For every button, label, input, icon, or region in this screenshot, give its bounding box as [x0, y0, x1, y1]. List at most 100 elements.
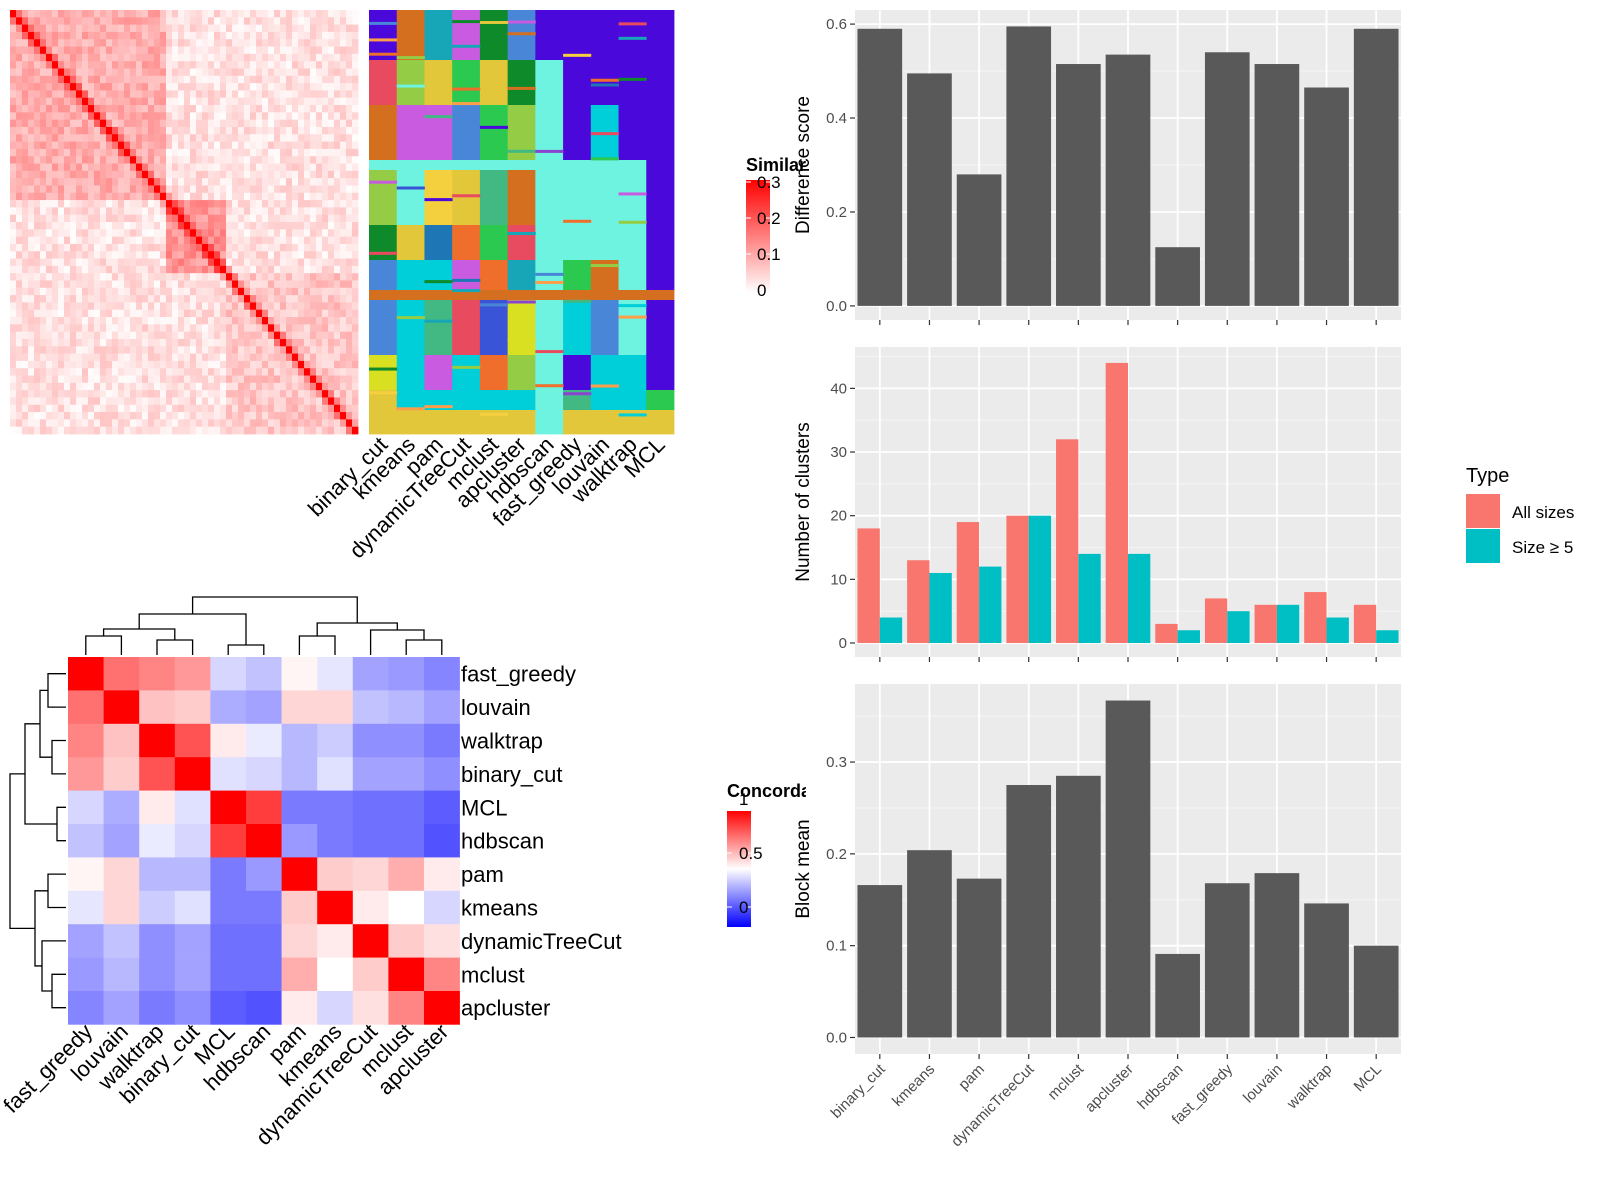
similarity-cell [316, 368, 323, 376]
similarity-cell [124, 24, 131, 33]
similarity-cell [16, 243, 23, 252]
similarity-cell [88, 236, 95, 245]
similarity-cell [310, 200, 317, 208]
similarity-cell [166, 75, 173, 84]
similarity-cell [16, 17, 23, 26]
similarity-cell [46, 324, 53, 333]
similarity-cell [58, 53, 65, 62]
similarity-cell [148, 397, 155, 406]
similarity-cell [292, 178, 299, 186]
similarity-cell [118, 419, 125, 428]
similarity-cell [52, 382, 59, 391]
similarity-cell [238, 31, 245, 40]
cluster-map-cell [479, 105, 509, 161]
similarity-cell [346, 273, 353, 281]
similarity-cell [166, 178, 173, 186]
similarity-cell [112, 24, 119, 33]
similarity-cell [16, 83, 23, 91]
similarity-cell [274, 338, 281, 347]
cluster-map-cell [452, 170, 481, 226]
similarity-cell [322, 119, 329, 128]
similarity-cell [232, 368, 239, 376]
similarity-cell [244, 287, 251, 296]
similarity-cell [100, 39, 107, 47]
similarity-cell [352, 353, 359, 362]
similarity-cell [232, 265, 239, 274]
similarity-cell [94, 134, 101, 142]
similarity-cell [202, 61, 209, 69]
similarity-cell [100, 68, 107, 77]
similarity-cell [106, 287, 113, 296]
similarity-cell [112, 178, 119, 186]
similarity-cell [136, 148, 143, 157]
similarity-cell [124, 126, 131, 135]
similarity-cell [268, 83, 275, 91]
similarity-cell [172, 39, 179, 47]
similarity-cell [28, 390, 35, 398]
similarity-cell [268, 207, 275, 216]
similarity-cell [268, 90, 275, 99]
similarity-cell [100, 141, 107, 150]
similarity-cell [340, 324, 347, 333]
similarity-cell [268, 251, 275, 259]
concordance-cell [103, 657, 140, 691]
similarity-cell [88, 346, 95, 354]
similarity-cell [76, 273, 83, 281]
similarity-cell [268, 156, 275, 164]
similarity-cell [106, 317, 113, 325]
similarity-cell [214, 346, 221, 354]
similarity-cell [244, 39, 251, 47]
similarity-cell [322, 412, 329, 420]
similarity-legend-tick-label: 0.2 [757, 209, 781, 228]
similarity-cell [298, 97, 305, 106]
similarity-cell [298, 265, 305, 274]
similarity-cell [28, 353, 35, 362]
similarity-cell [190, 214, 197, 223]
similarity-cell [184, 119, 191, 128]
similarity-cell [214, 31, 221, 40]
similarity-cell [268, 229, 275, 238]
cluster-map-cell [452, 160, 481, 171]
similarity-cell [316, 75, 323, 84]
similarity-cell [112, 141, 119, 150]
similarity-cell [304, 24, 311, 33]
cluster-map-stripe [507, 300, 536, 304]
similarity-cell [322, 178, 329, 186]
similarity-cell [34, 148, 41, 157]
similarity-cell [160, 75, 167, 84]
similarity-cell [82, 31, 89, 40]
similarity-cell [232, 404, 239, 413]
similarity-cell [322, 141, 329, 150]
similarity-cell [214, 258, 221, 267]
similarity-cell [10, 258, 17, 267]
similarity-cell [136, 53, 143, 62]
similarity-cell [70, 309, 77, 318]
similarity-cell [298, 141, 305, 150]
similarity-cell [172, 31, 179, 40]
similarity-cell [214, 119, 221, 128]
concordance-legend-colorbar [727, 811, 751, 927]
similarity-cell [334, 251, 341, 259]
similarity-cell [328, 222, 335, 230]
similarity-cell [310, 170, 317, 179]
similarity-cell [10, 83, 17, 91]
similarity-cell [208, 251, 215, 259]
similarity-cell [322, 251, 329, 259]
similarity-cell [40, 207, 47, 216]
similarity-cell [58, 185, 65, 194]
similarity-cell [232, 236, 239, 245]
similarity-cell [154, 229, 161, 238]
similarity-cell [70, 207, 77, 216]
similarity-cell [160, 148, 167, 157]
similarity-cell [112, 83, 119, 91]
similarity-cell [40, 382, 47, 391]
similarity-cell [82, 404, 89, 413]
similarity-cell [274, 31, 281, 40]
similarity-cell [274, 229, 281, 238]
similarity-cell [34, 390, 41, 398]
similarity-cell [34, 324, 41, 333]
similarity-cell [262, 324, 269, 333]
similarity-cell [292, 163, 299, 172]
similarity-cell [40, 309, 47, 318]
similarity-cell [52, 295, 59, 303]
